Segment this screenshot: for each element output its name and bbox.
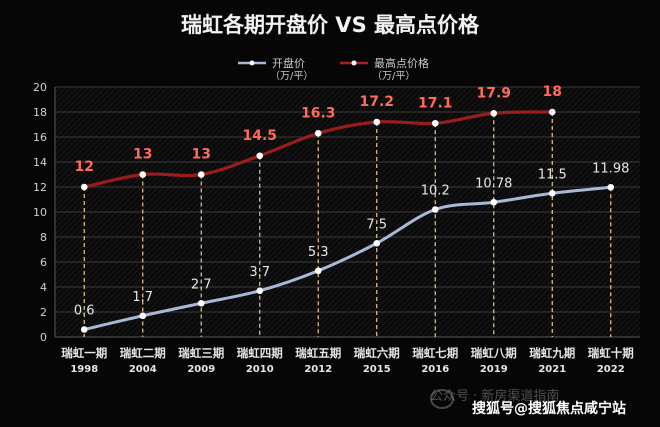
point-peak-price: [139, 171, 147, 178]
point-peak-price: [373, 118, 381, 126]
watermark-faint-text: 公众号 · 新房渠道指南: [430, 389, 560, 404]
x-tick-label: 瑞虹八期: [471, 346, 517, 360]
x-tick-year: 2021: [538, 364, 566, 375]
data-label-open-price: 7.5: [366, 217, 387, 232]
data-label-open-price: 0.6: [74, 304, 95, 319]
data-label-open-price: 1.7: [132, 290, 153, 305]
y-tick-label: 14: [33, 156, 47, 169]
data-label-peak-price: 13: [133, 147, 152, 163]
point-open-price: [431, 206, 439, 213]
point-peak-price: [80, 183, 88, 191]
data-label-peak-price: 18: [543, 84, 562, 100]
x-tick-year: 2009: [187, 364, 215, 375]
chart-title: 瑞虹各期开盘价 VS 最高点价格: [181, 13, 480, 37]
y-tick-label: 2: [40, 306, 47, 319]
data-label-open-price: 11.5: [538, 167, 567, 182]
data-label-peak-price: 13: [192, 147, 211, 163]
data-label-open-price: 2.7: [191, 277, 212, 292]
legend-unit-peak-price: （万/平）: [372, 70, 415, 82]
x-tick-label: 瑞虹九期: [529, 346, 575, 360]
x-tick-label: 瑞虹七期: [412, 346, 458, 360]
watermark-text: 搜狐号@搜狐焦点咸宁站: [472, 401, 626, 417]
point-open-price: [139, 312, 147, 320]
point-peak-price: [256, 152, 264, 160]
point-open-price: [197, 299, 205, 307]
y-tick-label: 20: [33, 81, 47, 94]
data-label-open-price: 10.78: [475, 176, 512, 191]
point-peak-price: [490, 109, 498, 117]
point-peak-price: [548, 108, 556, 116]
x-tick-label: 瑞虹四期: [237, 346, 283, 360]
point-open-price: [490, 198, 498, 206]
y-tick-label: 10: [33, 206, 47, 219]
data-label-peak-price: 17.9: [476, 85, 511, 101]
watermark-logo-icon: [430, 389, 454, 409]
y-tick-label: 16: [33, 131, 47, 144]
x-tick-label: 瑞虹一期: [61, 346, 107, 360]
x-tick-year: 2004: [129, 364, 157, 375]
x-tick-year: 1998: [70, 364, 98, 375]
x-tick-label: 瑞虹六期: [354, 346, 400, 360]
point-open-price: [373, 239, 381, 247]
data-label-peak-price: 17.1: [418, 95, 453, 111]
point-open-price: [314, 267, 322, 275]
data-label-open-price: 11.98: [592, 161, 629, 176]
x-tick-year: 2019: [480, 364, 508, 375]
data-label-peak-price: 12: [75, 159, 94, 175]
point-peak-price: [314, 129, 322, 137]
legend-label-open-price: 开盘价: [272, 56, 305, 70]
y-tick-label: 4: [40, 281, 47, 294]
x-tick-label: 瑞虹五期: [295, 346, 341, 360]
data-label-open-price: 10.2: [421, 184, 450, 199]
data-label-open-price: 3.7: [249, 265, 270, 280]
data-label-peak-price: 17.2: [359, 94, 394, 110]
x-tick-label: 瑞虹三期: [178, 346, 224, 360]
y-tick-label: 8: [40, 231, 47, 244]
data-label-open-price: 5.3: [308, 245, 329, 260]
x-tick-year: 2015: [363, 364, 391, 375]
y-tick-label: 6: [40, 256, 47, 269]
point-peak-price: [197, 171, 205, 178]
data-label-peak-price: 16.3: [301, 105, 336, 121]
legend-unit-open-price: （万/平）: [270, 70, 313, 82]
x-tick-year: 2012: [304, 364, 332, 375]
legend-marker-open-price: [249, 60, 255, 66]
y-tick-label: 18: [33, 106, 47, 119]
point-open-price: [548, 189, 556, 197]
point-peak-price: [431, 119, 439, 127]
point-open-price: [256, 287, 264, 295]
x-tick-year: 2022: [597, 364, 625, 375]
data-label-peak-price: 14.5: [242, 128, 277, 144]
point-open-price: [607, 183, 615, 191]
series-line-open-price: [83, 185, 611, 331]
y-tick-label: 0: [40, 331, 47, 344]
legend-label-peak-price: 最高点价格: [374, 56, 429, 70]
legend-marker-peak-price: [351, 60, 357, 66]
x-tick-year: 2010: [246, 364, 274, 375]
point-open-price: [80, 326, 88, 333]
y-tick-label: 12: [33, 181, 47, 194]
x-tick-year: 2016: [421, 364, 449, 375]
x-tick-label: 瑞虹二期: [120, 346, 166, 360]
x-tick-label: 瑞虹十期: [588, 346, 634, 360]
